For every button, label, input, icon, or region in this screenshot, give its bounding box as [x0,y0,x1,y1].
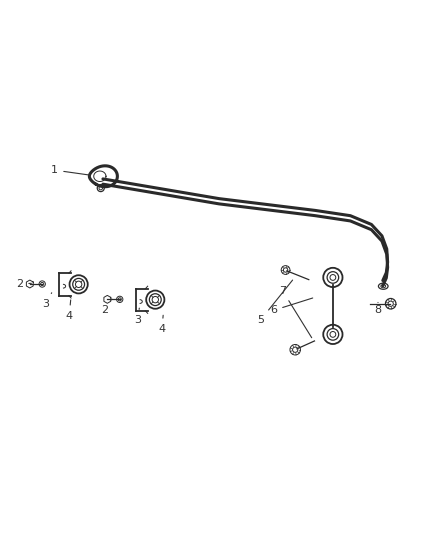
Text: 3: 3 [42,293,52,309]
Text: 7: 7 [279,286,312,338]
Text: 6: 6 [270,298,313,316]
Text: 4: 4 [66,300,73,320]
Text: 8: 8 [374,302,381,316]
Text: 4: 4 [159,315,166,334]
Text: 3: 3 [134,308,141,325]
Text: 5: 5 [257,280,293,325]
Text: 2: 2 [16,279,32,289]
Text: 2: 2 [102,299,112,316]
Text: 1: 1 [51,165,89,175]
